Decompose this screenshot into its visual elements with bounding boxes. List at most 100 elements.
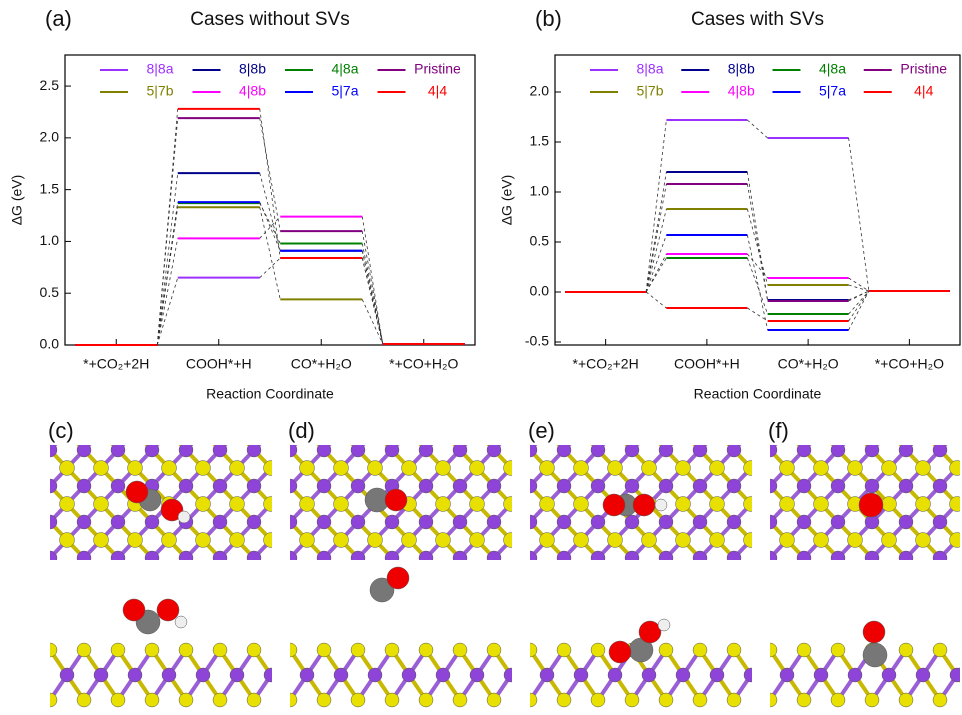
atom	[175, 616, 187, 628]
bond	[496, 414, 513, 432]
atom	[882, 497, 897, 512]
bond	[16, 432, 33, 450]
atom	[814, 533, 829, 548]
bond	[477, 558, 494, 576]
atom	[933, 443, 947, 457]
bond	[787, 414, 804, 432]
atom	[26, 533, 41, 548]
atom	[470, 461, 485, 476]
atom	[659, 479, 673, 493]
atom	[916, 425, 931, 440]
atom	[557, 693, 571, 707]
atom	[162, 461, 177, 476]
bond	[443, 576, 460, 594]
atom	[470, 425, 485, 440]
atom	[266, 425, 281, 440]
atom	[831, 479, 845, 493]
atom	[865, 693, 879, 707]
atom	[230, 461, 245, 476]
atom	[710, 461, 725, 476]
bond	[324, 576, 341, 594]
atom	[710, 668, 724, 682]
atom	[658, 619, 670, 631]
bond	[271, 540, 288, 558]
atom	[744, 497, 759, 512]
atom	[865, 551, 879, 565]
bond	[770, 576, 787, 594]
y-tick-label: 1.0	[40, 232, 60, 248]
atom	[865, 443, 879, 457]
bond	[237, 576, 254, 594]
bond	[33, 522, 50, 540]
bond	[254, 558, 271, 576]
atom	[591, 551, 605, 565]
atom	[899, 693, 913, 707]
side-view	[249, 643, 562, 707]
legend-label: 4|4	[914, 83, 933, 99]
bond	[496, 576, 513, 594]
bond	[838, 558, 855, 576]
bond	[513, 468, 530, 486]
bond	[273, 675, 290, 700]
atom	[43, 443, 57, 457]
atom	[453, 643, 467, 657]
atom	[504, 425, 519, 440]
atom	[213, 479, 227, 493]
atom	[693, 551, 707, 565]
atom	[676, 461, 691, 476]
atom	[26, 425, 41, 440]
connector	[260, 109, 281, 258]
atom	[196, 569, 211, 584]
bond	[683, 576, 700, 594]
atom	[317, 551, 331, 565]
atom	[9, 643, 23, 657]
bond	[872, 414, 889, 432]
bond	[271, 558, 288, 576]
bond	[768, 576, 785, 594]
bond	[513, 450, 530, 468]
bond	[751, 432, 768, 450]
atom	[763, 643, 777, 657]
bond	[770, 558, 787, 576]
atom	[831, 551, 845, 565]
bond	[649, 576, 666, 594]
atom	[633, 494, 655, 516]
atom	[882, 569, 897, 584]
bond	[460, 414, 477, 432]
bond	[290, 558, 307, 576]
atom	[385, 515, 399, 529]
atom	[470, 497, 485, 512]
atom	[797, 643, 811, 657]
bond	[324, 414, 341, 432]
panel-label: (e)	[528, 418, 555, 443]
atom	[60, 569, 75, 584]
bond	[511, 576, 528, 594]
atom	[317, 407, 331, 421]
atom	[385, 489, 407, 511]
connector	[260, 207, 281, 299]
atom	[26, 461, 41, 476]
atom	[504, 569, 519, 584]
bond	[545, 576, 562, 594]
atom	[334, 497, 349, 512]
side-view	[729, 643, 962, 707]
atom	[26, 668, 40, 682]
atom	[814, 569, 829, 584]
atom	[162, 668, 176, 682]
atom	[603, 494, 625, 516]
y-axis-title: ΔG (eV)	[9, 175, 25, 226]
bond	[940, 576, 957, 594]
bond	[511, 558, 528, 576]
bond	[581, 576, 598, 594]
atom	[145, 693, 159, 707]
atom	[797, 407, 811, 421]
atom	[642, 569, 657, 584]
atom	[196, 425, 211, 440]
structures	[9, 407, 962, 707]
atom	[504, 497, 519, 512]
atom	[676, 569, 691, 584]
connector	[157, 173, 178, 345]
atom	[950, 425, 962, 440]
bond	[736, 414, 753, 432]
atom	[402, 461, 417, 476]
